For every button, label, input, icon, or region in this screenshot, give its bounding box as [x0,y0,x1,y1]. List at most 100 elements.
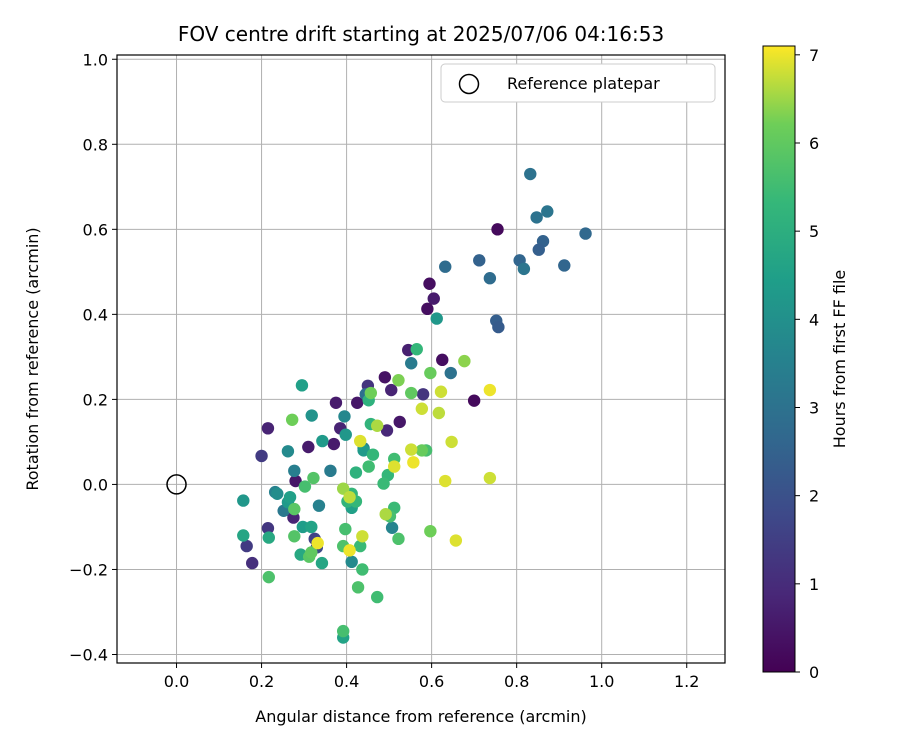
data-point [393,415,406,429]
data-point [289,474,302,488]
data-point [288,502,301,516]
data-point [371,419,384,432]
data-point [492,320,505,334]
data-point [356,563,369,576]
data-point [262,531,275,544]
data-point [558,259,571,272]
data-point [288,530,301,543]
data-point [354,539,367,553]
data-point [483,471,497,485]
data-point [305,520,318,534]
x-tick-label: 0.2 [249,672,274,691]
data-point [307,471,320,485]
data-point [407,456,420,469]
colorbar-tick-label: 4 [809,310,819,329]
data-point [336,482,350,495]
data-point [434,385,448,398]
data-point [261,522,275,535]
data-point [379,507,392,521]
x-tick-label: 0.6 [419,672,444,691]
colorbar-tick-label: 0 [809,663,819,682]
data-point [288,464,301,478]
colorbar-tick-label: 3 [809,398,819,417]
data-point [354,434,367,448]
data-point [458,354,471,368]
data-point [444,366,457,380]
data-point [436,353,449,367]
data-point [327,437,341,451]
x-tick-label: 1.2 [674,672,699,691]
data-point [388,460,401,473]
x-tick-label: 0.4 [334,672,359,691]
data-point [305,546,318,559]
x-axis-label: Angular distance from reference (arcmin) [255,707,586,726]
data-point [371,590,384,604]
data-points [237,167,592,644]
data-point [473,254,486,267]
data-point [262,570,275,584]
legend-box [440,63,716,103]
data-point [298,480,312,493]
data-point [405,357,418,370]
data-point [349,466,363,479]
data-point [364,386,378,400]
y-tick-label: 0.0 [83,475,108,494]
data-point [423,277,436,290]
data-point [432,406,446,420]
data-point [285,413,299,426]
data-point [312,499,326,512]
data-point [445,435,458,449]
data-point [351,396,364,409]
data-point [271,487,284,500]
legend-reference-icon [458,73,480,95]
data-point [316,434,329,448]
data-point [424,366,437,380]
data-point [467,394,481,407]
data-point [439,474,452,488]
data-point [532,243,545,256]
legend: Reference platepar [440,63,716,103]
data-point [356,530,369,543]
data-point [579,227,592,240]
colorbar-tick-label: 1 [809,575,819,594]
data-point [449,534,463,547]
y-tick-label: 0.6 [83,220,108,239]
data-point [302,440,315,454]
data-point [416,388,430,401]
data-point [339,522,352,536]
data-point [524,167,537,181]
grid-lines [117,55,725,663]
data-point [283,490,297,504]
colorbar-ticks: 0 1 2 3 4 5 6 7 [795,46,819,682]
data-point [305,409,318,422]
data-point [240,539,253,553]
data-point [311,536,324,550]
x-tick-label: 0.8 [504,672,529,691]
data-point [295,379,309,392]
chart-title: FOV centre drift starting at 2025/07/06 … [178,22,664,46]
data-point [377,477,390,490]
data-point [343,544,356,557]
x-tick-label: 0.0 [164,672,189,691]
reference-marker-group [166,474,187,495]
y-tick-label: −0.2 [69,560,108,579]
data-point [357,444,370,457]
data-point [385,521,399,534]
data-point [392,532,405,546]
plot-frame [116,54,726,664]
data-point [329,396,343,409]
legend-entry-reference: Reference platepar [507,74,660,93]
y-tick-label: 1.0 [83,50,108,69]
colorbar: 0 1 2 3 4 5 6 7 Hours from first FF file [762,45,849,682]
data-point [530,211,543,224]
data-point [439,260,452,273]
data-point [392,374,405,387]
data-point [255,449,268,463]
colorbar-gradient [762,45,796,673]
data-point [405,386,418,400]
data-point [339,428,352,441]
data-point [410,343,423,356]
colorbar-tick-label: 6 [809,134,819,153]
data-point [366,448,380,461]
